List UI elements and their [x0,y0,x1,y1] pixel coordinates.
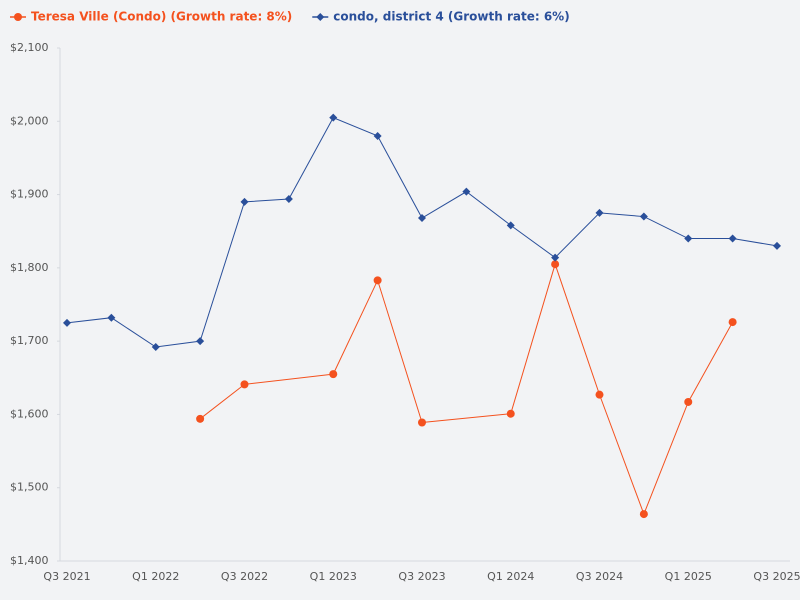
series-line [66,116,778,348]
series-line [199,262,734,516]
x-tick-label: Q1 2022 [132,570,179,583]
y-tick-label: $1,600 [10,407,49,420]
x-tick-label: Q1 2023 [310,570,357,583]
data-point [728,234,737,243]
y-tick-label: $2,100 [10,41,49,54]
data-point [373,276,382,285]
data-point [373,131,382,140]
data-point [240,380,249,389]
y-tick-label: $1,900 [10,188,49,201]
data-point [462,187,471,196]
data-point [595,208,604,217]
data-point [151,343,160,352]
data-point [773,241,781,250]
data-point [551,260,560,269]
legend-label: Teresa Ville (Condo) (Growth rate: 8%) [31,10,292,24]
data-point [196,337,205,346]
y-tick-label: $1,400 [10,554,49,567]
data-point [684,397,693,406]
x-tick-label: Q3 2021 [43,570,90,583]
gap-connector [244,373,334,385]
data-point [639,212,648,221]
x-tick-label: Q3 2025 [753,570,800,583]
y-tick-label: $1,500 [10,481,49,494]
data-point [506,221,515,230]
y-tick-label: $2,000 [10,114,49,127]
x-tick-label: Q3 2024 [576,570,623,583]
data-point [418,418,426,427]
data-point [329,113,338,122]
data-point [551,253,560,262]
data-point [107,313,116,322]
data-point [595,390,604,399]
legend-symbol [316,13,325,21]
data-point [506,409,515,418]
x-tick-label: Q1 2025 [665,570,712,583]
x-tick-label: Q3 2023 [398,570,445,583]
x-tick-label: Q3 2022 [221,570,268,583]
x-tick-label: Q1 2024 [487,570,534,583]
gap-connector [421,413,511,423]
data-point [196,414,205,423]
legend-label: condo, district 4 (Growth rate: 6%) [333,10,569,24]
data-point [728,318,737,327]
data-point [639,510,648,519]
data-point [684,234,693,243]
data-point [63,318,71,327]
data-point [284,194,293,203]
y-tick-label: $1,700 [10,334,49,347]
data-point [240,197,249,206]
data-point [418,214,426,223]
legend-symbol [14,13,22,21]
y-tick-label: $1,800 [10,261,49,274]
data-point [329,370,338,379]
